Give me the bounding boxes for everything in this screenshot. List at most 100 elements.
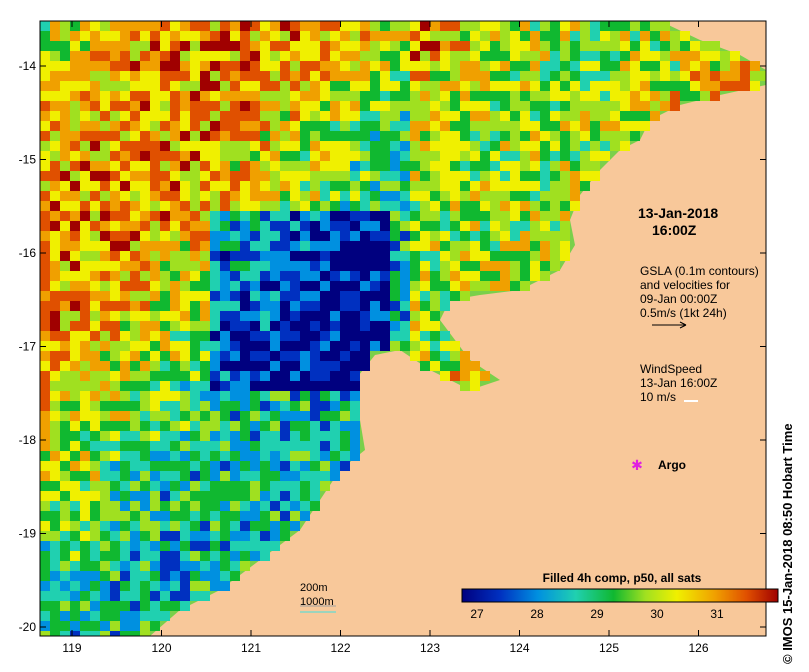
colorbar-title: Filled 4h comp, p50, all sats xyxy=(542,571,702,585)
sst-pixel xyxy=(90,271,100,281)
sst-pixel xyxy=(100,261,110,271)
sst-pixel xyxy=(90,531,100,541)
sst-pixel xyxy=(240,251,250,261)
sst-pixel xyxy=(50,151,60,161)
sst-pixel xyxy=(140,91,150,101)
sst-pixel xyxy=(150,541,160,551)
sst-pixel xyxy=(80,541,90,551)
sst-pixel xyxy=(120,231,130,241)
sst-pixel xyxy=(290,321,300,331)
sst-pixel xyxy=(600,141,610,151)
sst-pixel xyxy=(110,501,120,511)
sst-pixel xyxy=(440,141,450,151)
sst-pixel xyxy=(360,41,370,51)
sst-pixel xyxy=(520,61,530,71)
sst-pixel xyxy=(580,21,590,31)
sst-pixel xyxy=(170,141,180,151)
sst-pixel xyxy=(210,151,220,161)
sst-pixel xyxy=(330,231,340,241)
sst-pixel xyxy=(540,51,550,61)
sst-pixel xyxy=(180,401,190,411)
sst-pixel xyxy=(200,91,210,101)
sst-pixel xyxy=(400,241,410,251)
sst-pixel xyxy=(180,481,190,491)
sst-pixel xyxy=(340,361,350,371)
sst-pixel xyxy=(500,91,510,101)
sst-pixel xyxy=(440,41,450,51)
sst-pixel xyxy=(380,291,390,301)
sst-pixel xyxy=(290,451,300,461)
sst-pixel xyxy=(660,101,670,111)
sst-pixel xyxy=(250,471,260,481)
sst-pixel xyxy=(140,241,150,251)
sst-pixel xyxy=(570,151,580,161)
sst-pixel xyxy=(60,581,70,591)
sst-pixel xyxy=(330,171,340,181)
sst-pixel xyxy=(690,51,700,61)
sst-pixel xyxy=(90,81,100,91)
sst-pixel xyxy=(250,321,260,331)
sst-pixel xyxy=(580,131,590,141)
sst-pixel xyxy=(140,361,150,371)
sst-pixel xyxy=(460,351,470,361)
sst-pixel xyxy=(530,231,540,241)
sst-pixel xyxy=(60,531,70,541)
sst-pixel xyxy=(320,131,330,141)
sst-pixel xyxy=(120,391,130,401)
sst-pixel xyxy=(130,91,140,101)
sst-pixel xyxy=(40,431,50,441)
sst-pixel xyxy=(360,61,370,71)
sst-pixel xyxy=(370,271,380,281)
sst-pixel xyxy=(430,131,440,141)
sst-pixel xyxy=(200,131,210,141)
sst-pixel xyxy=(550,211,560,221)
sst-pixel xyxy=(140,591,150,601)
sst-pixel xyxy=(250,341,260,351)
sst-pixel xyxy=(60,41,70,51)
sst-pixel xyxy=(300,301,310,311)
sst-pixel xyxy=(370,341,380,351)
sst-pixel xyxy=(80,91,90,101)
sst-pixel xyxy=(410,91,420,101)
sst-pixel xyxy=(440,281,450,291)
sst-pixel xyxy=(130,591,140,601)
sst-pixel xyxy=(40,131,50,141)
sst-pixel xyxy=(470,91,480,101)
lat-tick-label: -17 xyxy=(19,340,37,354)
sst-pixel xyxy=(520,211,530,221)
sst-pixel xyxy=(410,191,420,201)
sst-pixel xyxy=(280,21,290,31)
sst-pixel xyxy=(240,101,250,111)
sst-pixel xyxy=(270,401,280,411)
sst-pixel xyxy=(220,221,230,231)
sst-pixel xyxy=(410,261,420,271)
sst-pixel xyxy=(50,421,60,431)
sst-pixel xyxy=(80,321,90,331)
sst-pixel xyxy=(410,311,420,321)
sst-pixel xyxy=(630,81,640,91)
sst-pixel xyxy=(560,131,570,141)
sst-pixel xyxy=(180,541,190,551)
sst-pixel xyxy=(40,541,50,551)
sst-pixel xyxy=(310,371,320,381)
sst-pixel xyxy=(310,421,320,431)
sst-pixel xyxy=(320,191,330,201)
sst-pixel xyxy=(180,531,190,541)
sst-pixel xyxy=(410,271,420,281)
sst-pixel xyxy=(110,81,120,91)
sst-pixel xyxy=(480,271,490,281)
sst-pixel xyxy=(90,331,100,341)
sst-pixel xyxy=(460,381,470,391)
sst-pixel xyxy=(200,231,210,241)
sst-pixel xyxy=(160,561,170,571)
sst-pixel xyxy=(150,361,160,371)
sst-pixel xyxy=(130,301,140,311)
sst-pixel xyxy=(640,41,650,51)
sst-pixel xyxy=(380,111,390,121)
sst-pixel xyxy=(130,471,140,481)
sst-pixel xyxy=(260,461,270,471)
sst-pixel xyxy=(510,251,520,261)
sst-pixel xyxy=(260,401,270,411)
wind-line-2: 13-Jan 16:00Z xyxy=(640,376,718,390)
sst-pixel xyxy=(710,71,720,81)
